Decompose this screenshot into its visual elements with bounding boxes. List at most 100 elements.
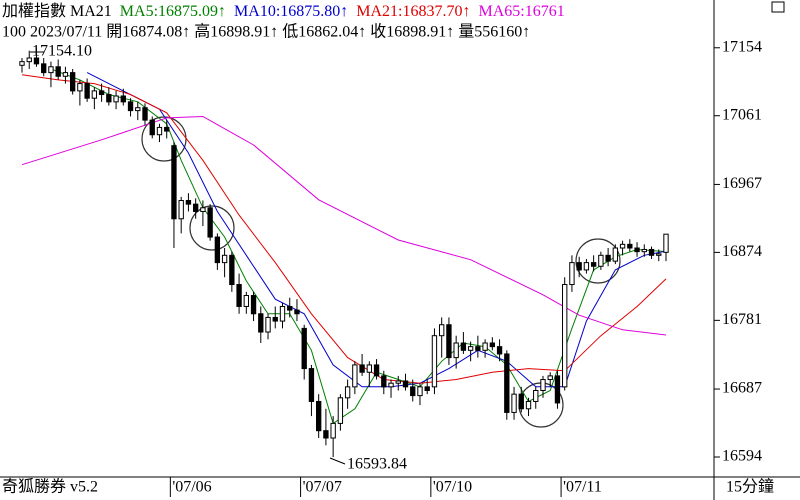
y-tick-label: 16781 [722, 311, 762, 328]
title: 加權指數 MA21 [2, 2, 112, 20]
candle-body [26, 57, 32, 63]
candle-body [120, 95, 126, 103]
candle-body [540, 379, 546, 391]
candle-body [265, 316, 271, 333]
footer-right: 15分鐘 [726, 478, 774, 496]
candle-body [127, 101, 134, 112]
candle-body [258, 313, 264, 333]
candle-body [77, 83, 83, 92]
legend-entry: MA65:16761 [479, 3, 565, 20]
candle-body [590, 262, 597, 267]
candle-body [460, 342, 467, 351]
candle-body [402, 380, 409, 388]
candle-body [84, 83, 90, 99]
candle-body [525, 400, 532, 410]
candle-body [221, 254, 228, 264]
candle-body [627, 243, 633, 249]
annotation: 17154.10 [32, 43, 92, 60]
candle-body [294, 309, 300, 315]
footer-left: 奇狐勝券 v5.2 [2, 478, 98, 496]
candle-body [439, 324, 445, 337]
candle-body [62, 72, 69, 77]
candle-body [229, 254, 235, 286]
y-tick-label: 17061 [722, 106, 762, 123]
candle-body [576, 262, 582, 271]
candle-body [19, 61, 25, 66]
candle-body [533, 390, 539, 402]
candle-body [207, 207, 213, 238]
candle-body [344, 386, 351, 399]
candle-body [583, 262, 590, 271]
x-tick-label: '07/07 [303, 479, 342, 496]
candle-body [352, 364, 358, 388]
candle-body [185, 200, 192, 205]
candle-body [547, 375, 553, 381]
header: 加權指數 MA21 MA5:16875.09↑ MA10:16875.80↑ MA21… [2, 2, 565, 20]
y-tick-label: 16687 [722, 380, 762, 397]
annotation: 16593.84 [347, 456, 407, 473]
candle-body [200, 207, 206, 212]
candle-body [496, 346, 503, 355]
candle-body [156, 126, 163, 136]
window-icon[interactable] [771, 1, 785, 13]
candle-body [504, 353, 510, 413]
candle-body [113, 95, 119, 103]
y-tick-label: 17154 [722, 38, 762, 55]
candle-body [171, 145, 177, 220]
y-tick-label: 16874 [722, 243, 762, 260]
candle-body [55, 66, 61, 77]
candle-body [279, 305, 286, 322]
candle-body [417, 386, 423, 397]
candle-body [656, 253, 662, 256]
candle-body [236, 284, 242, 307]
candle-body [41, 63, 47, 74]
candle-body [243, 295, 249, 307]
candle-body [272, 316, 278, 322]
candle-body [482, 342, 488, 351]
candle-body [178, 200, 184, 220]
candle-body [323, 430, 329, 439]
candle-body [337, 397, 344, 424]
candle-body [431, 335, 438, 388]
highlight-circle [189, 205, 235, 251]
candle-body [410, 386, 416, 397]
candle-body [475, 346, 481, 351]
candle-body [518, 393, 524, 410]
candle-body [373, 364, 380, 377]
candle-body [301, 327, 307, 370]
candle-body [453, 342, 459, 359]
y-tick-label: 16594 [722, 448, 762, 465]
candle-body [648, 248, 655, 256]
legend-entry: MA5:16875.09↑ [120, 3, 226, 20]
legend-entry: MA10:16875.80↑ [234, 3, 348, 20]
candle-body [106, 94, 112, 103]
candle-body [467, 346, 474, 351]
candle-body [69, 72, 76, 92]
candle-body [446, 324, 452, 359]
candle-body [554, 375, 561, 404]
highlight-circle [141, 116, 187, 162]
candle-body [287, 305, 293, 311]
candle-body [214, 236, 221, 264]
candle-body [388, 382, 394, 388]
candle-body [316, 400, 322, 432]
x-tick-label: '07/06 [172, 479, 211, 496]
candle-body [634, 247, 640, 253]
candle-body [135, 107, 141, 112]
candle-body [424, 386, 430, 392]
candle-body [612, 247, 619, 262]
candle-body [395, 380, 401, 384]
candle-body [641, 248, 647, 253]
candle-body [142, 107, 148, 121]
candle-body [663, 233, 669, 253]
candle-body [489, 342, 496, 348]
candle-body [359, 364, 365, 373]
highlight-circle [575, 238, 621, 284]
candle-body [366, 364, 372, 373]
candle-body [164, 126, 170, 132]
candle-body [569, 262, 575, 286]
candle-body [381, 375, 387, 388]
candle-body [48, 66, 54, 74]
